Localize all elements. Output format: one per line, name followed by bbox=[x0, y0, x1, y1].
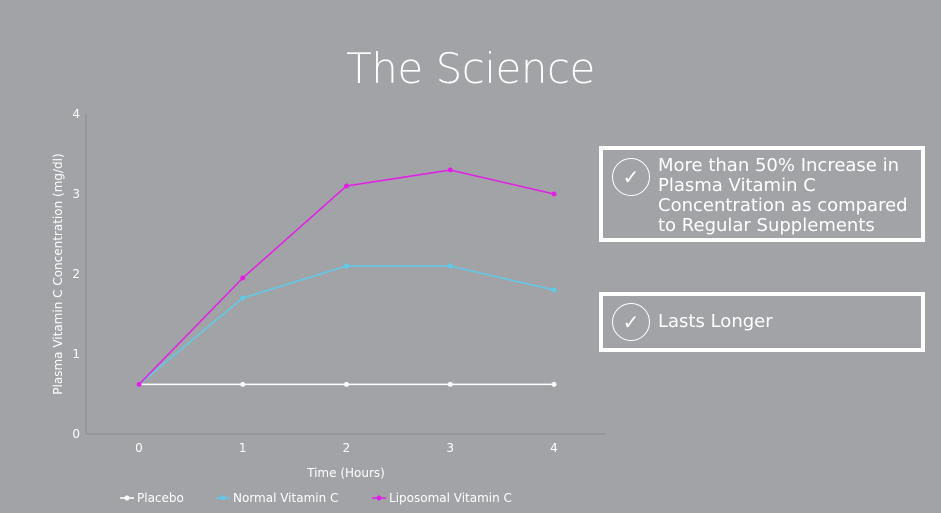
benefit-card-increase: ✓ More than 50% Increase in Plasma Vitam… bbox=[599, 146, 925, 242]
benefit-card-lasts-longer: ✓ Lasts Longer bbox=[599, 292, 925, 352]
data-point bbox=[551, 381, 557, 387]
legend-marker bbox=[124, 495, 130, 501]
series-liposomal-vitamin-c bbox=[136, 167, 557, 387]
legend-label: Normal Vitamin C bbox=[233, 491, 338, 505]
benefit-text: More than 50% Increase in Plasma Vitamin… bbox=[658, 155, 908, 236]
y-tick-label: 4 bbox=[72, 107, 80, 121]
y-tick-label: 2 bbox=[72, 267, 80, 281]
series-normal-vitamin-c bbox=[136, 263, 557, 387]
x-tick-label: 2 bbox=[343, 441, 351, 455]
legend-marker bbox=[376, 495, 382, 501]
legend-item: Liposomal Vitamin C bbox=[372, 491, 512, 505]
y-axis-label: Plasma Vitamin C Concentration (mg/dl) bbox=[51, 153, 65, 394]
legend-marker bbox=[220, 495, 226, 501]
x-tick-label: 4 bbox=[550, 441, 558, 455]
data-point bbox=[240, 381, 246, 387]
data-point bbox=[551, 191, 557, 197]
legend-label: Liposomal Vitamin C bbox=[389, 491, 512, 505]
check-circle-icon: ✓ bbox=[612, 158, 650, 196]
x-axis-label: Time (Hours) bbox=[306, 466, 385, 480]
data-point bbox=[344, 381, 349, 387]
data-point bbox=[551, 287, 557, 293]
data-point bbox=[344, 183, 349, 189]
data-point bbox=[447, 167, 453, 173]
legend-item: Normal Vitamin C bbox=[216, 491, 338, 505]
x-tick-label: 3 bbox=[446, 441, 454, 455]
legend-item: Placebo bbox=[120, 491, 184, 505]
data-point bbox=[240, 275, 246, 281]
data-point bbox=[447, 263, 453, 269]
data-point bbox=[447, 381, 453, 387]
page-title: The Science bbox=[346, 44, 595, 93]
series-placebo bbox=[136, 381, 557, 387]
legend-label: Placebo bbox=[137, 491, 184, 505]
data-point bbox=[240, 295, 246, 301]
series-line bbox=[138, 169, 555, 385]
y-tick-label: 3 bbox=[72, 187, 80, 201]
y-tick-label: 0 bbox=[72, 427, 80, 441]
data-point bbox=[344, 263, 349, 269]
benefit-text: Lasts Longer bbox=[658, 311, 773, 332]
y-tick-label: 1 bbox=[72, 347, 80, 361]
x-tick-label: 1 bbox=[239, 441, 247, 455]
check-circle-icon: ✓ bbox=[612, 303, 650, 341]
data-point bbox=[136, 381, 142, 387]
x-tick-label: 0 bbox=[135, 441, 143, 455]
series-line bbox=[138, 265, 555, 385]
